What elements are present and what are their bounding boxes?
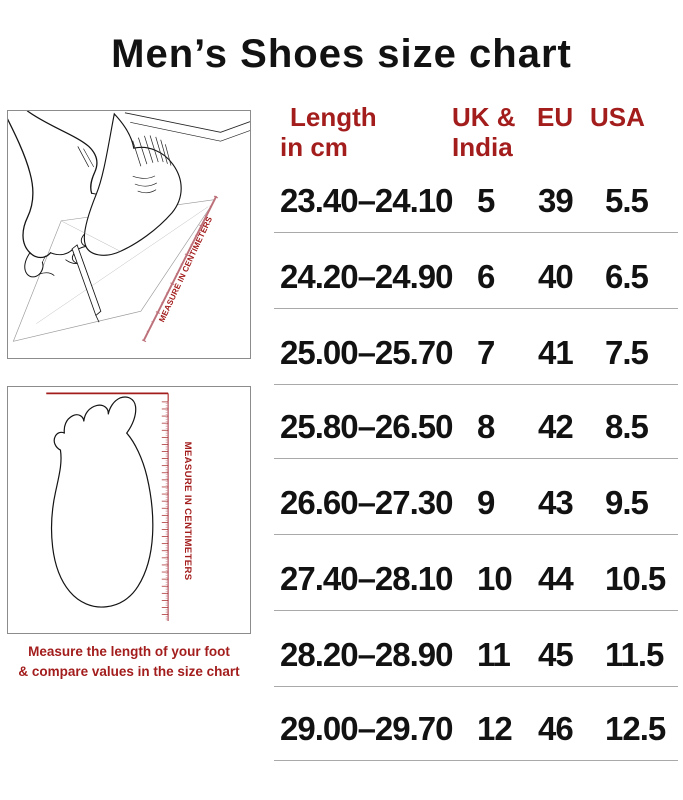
svg-text:MEASURE IN CENTIMETERS: MEASURE IN CENTIMETERS	[157, 215, 214, 324]
svg-text:MEASURE IN CENTIMETERS: MEASURE IN CENTIMETERS	[182, 442, 193, 581]
